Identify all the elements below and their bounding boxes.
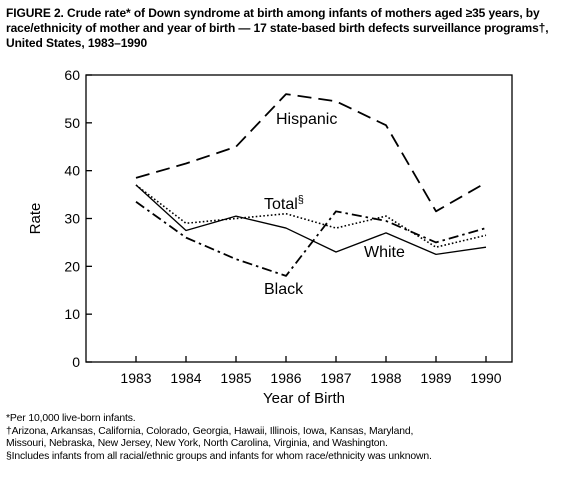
series-label-hispanic: Hispanic [276,111,337,128]
x-axis-label: Year of Birth [263,390,345,407]
y-tick-label: 40 [64,163,80,179]
footnote: *Per 10,000 live-born infants. [6,413,136,424]
y-tick-label: 60 [64,67,80,83]
series-line-total [135,184,487,248]
x-tick-label: 1986 [270,370,301,386]
y-tick-label: 50 [64,115,80,131]
footnotes: *Per 10,000 live-born infants. †Arizona,… [6,413,566,463]
x-tick-label: 1984 [170,370,201,386]
series-label-white: White [364,244,405,261]
footnote: Missouri, Nebraska, New Jersey, New York… [6,438,388,449]
x-tick-label: 1987 [320,370,351,386]
x-tick-label: 1985 [220,370,251,386]
series-label-black: Black [264,281,304,298]
x-tick-label: 1988 [370,370,401,386]
x-tick-label: 1983 [120,370,151,386]
x-tick-label: 1989 [420,370,451,386]
x-tick-label: 1990 [470,370,501,386]
footnote: §Includes infants from all racial/ethnic… [6,450,432,462]
y-tick-label: 30 [64,211,80,227]
series-line-white [135,184,487,256]
series-label-total: Total§ [264,194,304,213]
y-axis-label: Rate [27,203,44,235]
footnote: †Arizona, Arkansas, California, Colorado… [6,425,414,437]
y-tick-label: 20 [64,258,80,274]
figure-title: FIGURE 2. Crude rate* of Down syndrome a… [6,6,549,50]
y-tick-label: 0 [72,354,80,370]
series-line-hispanic [135,93,487,213]
series-line-black [135,201,487,277]
y-tick-label: 10 [64,306,80,322]
